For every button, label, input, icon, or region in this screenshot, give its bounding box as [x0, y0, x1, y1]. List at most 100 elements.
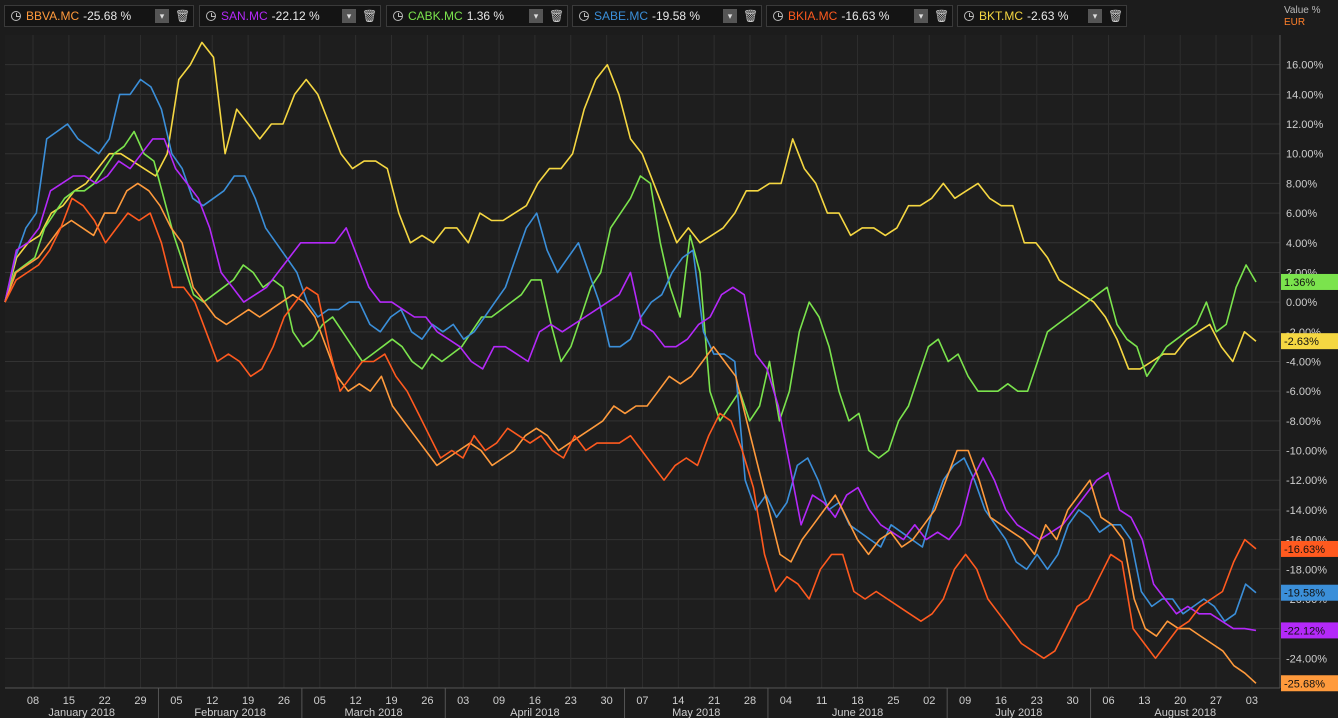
x-tick-label: 18: [851, 695, 863, 707]
month-label: May 2018: [672, 707, 720, 718]
x-tick-label: 26: [278, 695, 290, 707]
trash-icon[interactable]: 🗑: [362, 9, 378, 23]
x-tick-label: 19: [385, 695, 397, 707]
trash-icon[interactable]: 🗑: [549, 9, 565, 23]
y-tick-label: -4.00%: [1286, 357, 1321, 369]
end-tag-bkt-mc: -2.63%: [1281, 333, 1338, 350]
trash-icon[interactable]: 🗑: [743, 9, 759, 23]
end-tag-sabe-mc: -19.58%: [1281, 584, 1338, 601]
legend-chip-sabe-mc[interactable]: SABE.MC -19.58 % ▾ 🗑: [572, 5, 762, 27]
x-tick-label: 22: [99, 695, 111, 707]
y-tick-label: 10.00%: [1286, 149, 1324, 161]
month-label: April 2018: [510, 707, 560, 718]
trash-icon[interactable]: 🗑: [1108, 9, 1124, 23]
x-tick-label: 11: [816, 695, 827, 707]
y-tick-label: 14.00%: [1286, 89, 1324, 101]
trash-icon[interactable]: 🗑: [934, 9, 950, 23]
clock-icon: [11, 11, 21, 21]
legend-value: -25.68 %: [83, 9, 132, 23]
y-tick-label: 6.00%: [1286, 208, 1317, 220]
legend-chip-bbva-mc[interactable]: BBVA.MC -25.68 % ▾ 🗑: [4, 5, 194, 27]
end-tag-cabk-mc: 1.36%: [1281, 273, 1338, 290]
legend-chip-bkia-mc[interactable]: BKIA.MC -16.63 % ▾ 🗑: [766, 5, 953, 27]
legend-value: -2.63 %: [1027, 9, 1069, 23]
end-tag-bg: [1281, 584, 1338, 601]
x-tick-label: 19: [242, 695, 254, 707]
x-tick-label: 15: [63, 695, 75, 707]
legend-symbol: BKIA.MC: [788, 9, 838, 23]
y-tick-label: 0.00%: [1286, 297, 1317, 309]
chevron-down-icon[interactable]: ▾: [342, 9, 356, 23]
x-tick-label: 09: [959, 695, 971, 707]
series-line-bkt-mc: [4, 41, 1257, 370]
clock-icon: [579, 11, 589, 21]
end-tag-bg: [1281, 333, 1338, 350]
clock-icon: [773, 11, 783, 21]
y-tick-label: -12.00%: [1286, 475, 1327, 487]
x-tick-label: 02: [923, 695, 935, 707]
legend-symbol: SABE.MC: [594, 9, 649, 23]
chevron-down-icon[interactable]: ▾: [1088, 9, 1102, 23]
x-tick-label: 28: [744, 695, 756, 707]
legend-chip-cabk-mc[interactable]: CABK.MC 1.36 % ▾ 🗑: [386, 5, 568, 27]
series-line-bbva-mc: [4, 182, 1257, 684]
legend-chip-san-mc[interactable]: SAN.MC -22.12 % ▾ 🗑: [199, 5, 381, 27]
x-tick-label: 03: [1246, 695, 1258, 707]
clock-icon: [964, 11, 974, 21]
clock-icon: [206, 11, 216, 21]
end-value-tags: 1.36% -2.63% -16.63% -19.58% -22.12% -25.68%: [1281, 273, 1338, 692]
y-tick-label: -24.00%: [1286, 653, 1327, 665]
end-tag-bg: [1281, 273, 1338, 290]
x-tick-label: 16: [995, 695, 1007, 707]
y-tick-label: 16.00%: [1286, 60, 1324, 72]
x-tick-label: 30: [1067, 695, 1079, 707]
trash-icon[interactable]: 🗑: [175, 9, 191, 23]
x-tick-label: 05: [170, 695, 182, 707]
x-tick-label: 07: [636, 695, 648, 707]
legend-symbol: BBVA.MC: [26, 9, 80, 23]
chevron-down-icon[interactable]: ▾: [723, 9, 737, 23]
legend-value: -22.12 %: [271, 9, 320, 23]
legend-value: 1.36 %: [466, 9, 505, 23]
x-tick-label: 16: [529, 695, 541, 707]
chevron-down-icon[interactable]: ▾: [529, 9, 543, 23]
x-tick-label: 14: [672, 695, 684, 707]
end-tag-bg: [1281, 675, 1338, 692]
x-tick-label: 03: [457, 695, 469, 707]
end-tag-label: -16.63%: [1284, 544, 1325, 556]
end-tag-label: -19.58%: [1284, 588, 1325, 600]
series-lines: [4, 41, 1257, 684]
series-line-cabk-mc: [4, 130, 1257, 459]
x-tick-label: 26: [421, 695, 433, 707]
legend-value: -16.63 %: [841, 9, 890, 23]
x-tick-label: 21: [708, 695, 720, 707]
end-tag-bkia-mc: -16.63%: [1281, 540, 1338, 557]
y-tick-label: 4.00%: [1286, 238, 1317, 250]
x-tick-label: 12: [206, 695, 218, 707]
x-tick-label: 05: [314, 695, 326, 707]
chevron-down-icon[interactable]: ▾: [155, 9, 169, 23]
end-tag-label: 1.36%: [1284, 277, 1315, 289]
series-line-sabe-mc: [4, 78, 1257, 623]
month-label: August 2018: [1154, 707, 1216, 718]
legend-chip-bkt-mc[interactable]: BKT.MC -2.63 % ▾ 🗑: [957, 5, 1127, 27]
end-tag-label: -22.12%: [1284, 625, 1325, 637]
legend-bar: BBVA.MC -25.68 % ▾ 🗑 SAN.MC -22.12 % ▾ 🗑 CABK.MC…: [0, 0, 1338, 34]
end-tag-label: -25.68%: [1284, 678, 1325, 690]
chevron-down-icon[interactable]: ▾: [914, 9, 928, 23]
legend-symbol: BKT.MC: [979, 9, 1024, 23]
month-label: January 2018: [48, 707, 115, 718]
end-tag-san-mc: -22.12%: [1281, 622, 1338, 639]
x-tick-label: 13: [1138, 695, 1150, 707]
x-tick-label: 04: [780, 695, 792, 707]
end-tag-bg: [1281, 540, 1338, 557]
end-tag-bbva-mc: -25.68%: [1281, 675, 1338, 692]
x-tick-label: 09: [493, 695, 505, 707]
y-tick-label: -14.00%: [1286, 505, 1327, 517]
x-tick-label: 30: [600, 695, 612, 707]
clock-icon: [393, 11, 403, 21]
x-axis: 08 15 22 29 05 12 19 26 05 12 19 26 03 09 16 23 30 07 14 21…: [5, 687, 1280, 718]
currency-label: EUR: [1284, 17, 1306, 28]
x-tick-label: 20: [1174, 695, 1186, 707]
